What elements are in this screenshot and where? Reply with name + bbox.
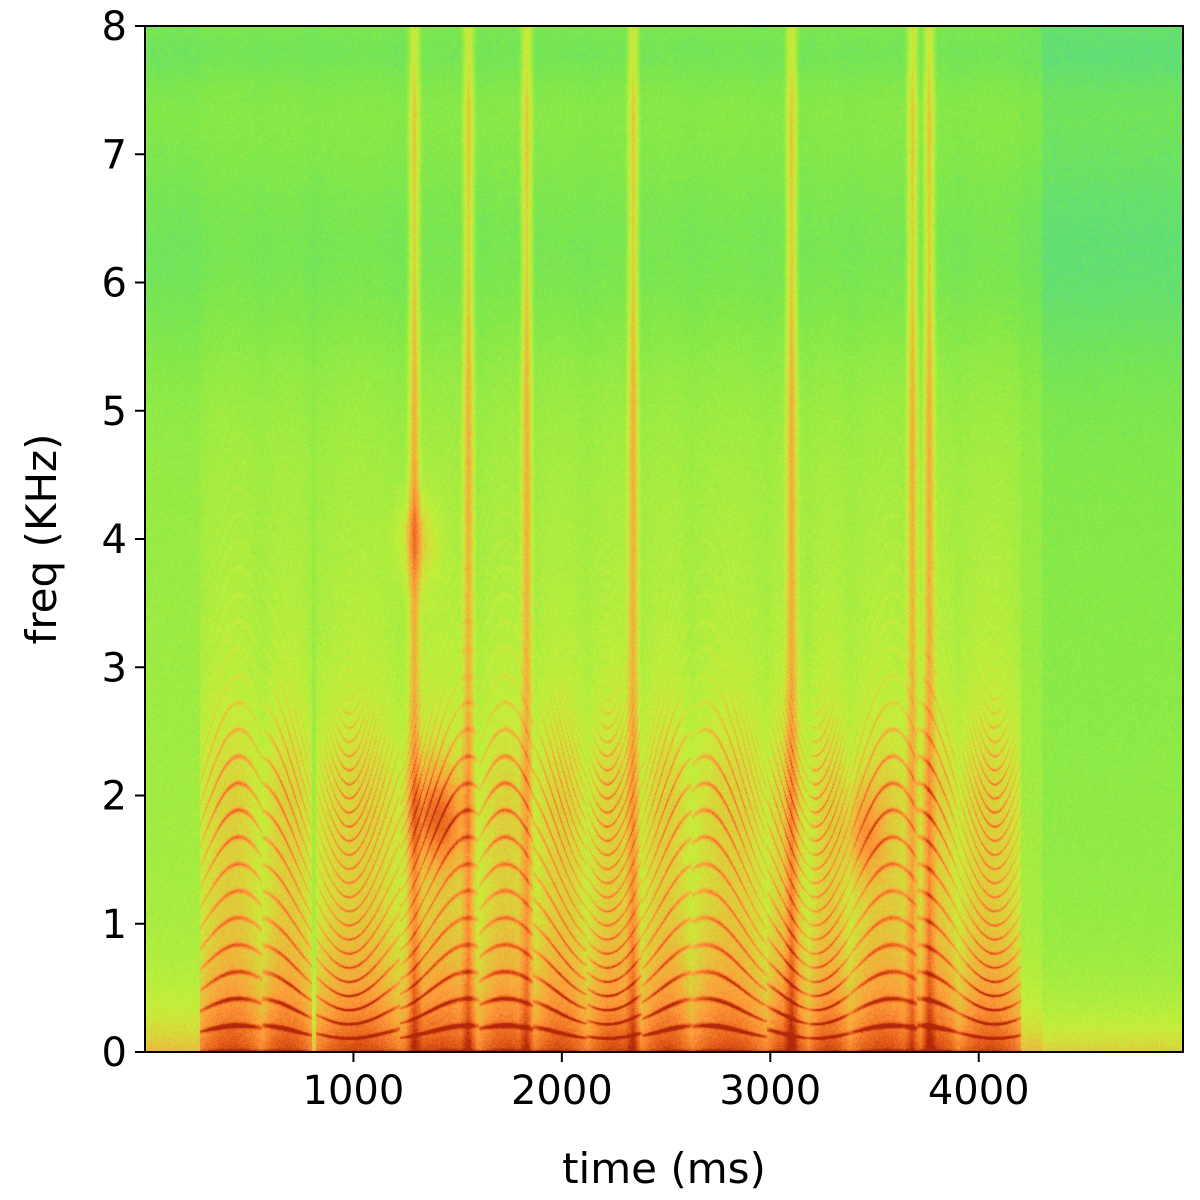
y-tick-label: 7 <box>102 132 127 178</box>
y-tick-label: 3 <box>102 645 127 691</box>
x-axis: 1000 2000 3000 4000 <box>303 1052 1030 1114</box>
y-tick-label: 5 <box>102 389 127 435</box>
x-tick-label: 2000 <box>511 1068 613 1114</box>
y-tick-label: 6 <box>102 261 127 307</box>
y-axis: 0 1 2 3 4 5 6 7 8 <box>102 4 145 1076</box>
y-tick-label: 0 <box>102 1030 127 1076</box>
y-tick-label: 2 <box>102 774 127 820</box>
plot-area <box>145 26 1183 1052</box>
x-axis-title: time (ms) <box>562 1144 766 1193</box>
y-tick-label: 1 <box>102 902 127 948</box>
y-axis-title: freq (KHz) <box>17 434 66 645</box>
x-tick-label: 3000 <box>719 1068 821 1114</box>
y-tick-label: 4 <box>102 517 127 563</box>
x-tick-label: 4000 <box>928 1068 1030 1114</box>
y-tick-label: 8 <box>102 4 127 50</box>
spectrogram-heatmap <box>145 26 1183 1052</box>
x-tick-label: 1000 <box>303 1068 405 1114</box>
